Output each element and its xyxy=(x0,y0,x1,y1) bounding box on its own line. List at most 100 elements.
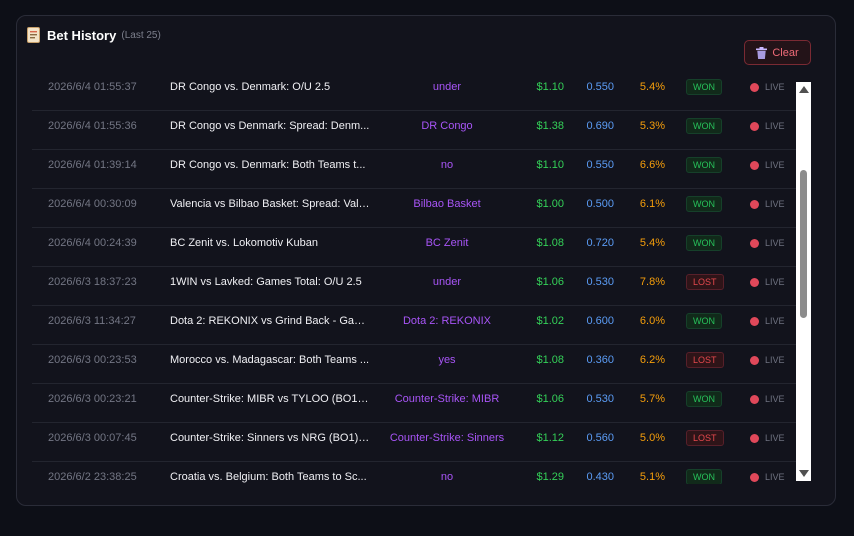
bet-stake: $1.06 xyxy=(536,276,564,288)
panel-title: Bet History xyxy=(47,27,117,43)
result-badge: WON xyxy=(686,196,722,212)
live-indicator: LIVE xyxy=(750,267,785,297)
bet-stake: $1.38 xyxy=(536,120,564,132)
bet-event: BC Zenit vs. Lokomotiv Kuban xyxy=(170,237,318,249)
bet-stake: $1.02 xyxy=(536,315,564,327)
bet-history-panel xyxy=(16,15,836,506)
table-row: 2026/6/3 11:34:27 Dota 2: REKONIX vs Gri… xyxy=(32,306,796,345)
bet-stake: $1.10 xyxy=(536,81,564,93)
bet-event: Croatia vs. Belgium: Both Teams to Sc... xyxy=(170,471,367,483)
result-badge: WON xyxy=(686,118,722,134)
live-label: LIVE xyxy=(765,121,785,131)
live-indicator: LIVE xyxy=(750,384,785,414)
live-indicator: LIVE xyxy=(750,306,785,336)
bet-edge: 5.4% xyxy=(639,81,665,93)
live-indicator: LIVE xyxy=(750,111,785,141)
result-badge: WON xyxy=(686,157,722,173)
table-row: 2026/6/3 00:23:21 Counter-Strike: MIBR v… xyxy=(32,384,796,423)
live-dot-icon xyxy=(750,394,759,404)
bet-price: 0.530 xyxy=(586,393,614,405)
live-label: LIVE xyxy=(765,355,785,365)
live-label: LIVE xyxy=(765,82,785,92)
bet-event: DR Congo vs. Denmark: O/U 2.5 xyxy=(170,81,331,93)
scroll-up-arrow-icon[interactable] xyxy=(799,86,809,93)
live-indicator: LIVE xyxy=(750,228,785,258)
result-badge: LOST xyxy=(686,430,724,446)
bet-pick: Counter-Strike: MIBR xyxy=(394,393,500,405)
bet-price: 0.600 xyxy=(586,315,614,327)
bet-event: Morocco vs. Madagascar: Both Teams ... xyxy=(170,354,370,366)
clear-button-label: Clear xyxy=(772,46,799,59)
bet-pick: no xyxy=(440,471,454,483)
bet-stake: $1.10 xyxy=(536,159,564,171)
trash-icon xyxy=(756,46,768,59)
bet-event: Counter-Strike: MIBR vs TYLOO (BO1) ... xyxy=(170,393,370,405)
bet-price: 0.550 xyxy=(586,159,614,171)
table-row: 2026/6/3 00:23:53 Morocco vs. Madagascar… xyxy=(32,345,796,384)
bet-time: 2026/6/2 23:38:25 xyxy=(48,471,137,483)
live-label: LIVE xyxy=(765,238,785,248)
live-indicator: LIVE xyxy=(750,462,785,484)
bet-edge: 5.1% xyxy=(639,471,665,483)
live-label: LIVE xyxy=(765,160,785,170)
bet-time: 2026/6/4 00:24:39 xyxy=(48,237,137,249)
bet-pick: Counter-Strike: Sinners xyxy=(389,432,505,444)
bet-stake: $1.08 xyxy=(536,237,564,249)
live-dot-icon xyxy=(750,433,759,443)
bet-price: 0.530 xyxy=(586,276,614,288)
bet-list[interactable]: 2026/6/4 01:55:37 DR Congo vs. Denmark: … xyxy=(32,72,796,484)
clear-button[interactable]: Clear xyxy=(744,40,811,65)
bet-edge: 7.8% xyxy=(639,276,665,288)
bet-price: 0.550 xyxy=(586,81,614,93)
bet-time: 2026/6/3 00:23:53 xyxy=(48,354,137,366)
bet-edge: 5.0% xyxy=(639,432,665,444)
bet-event: DR Congo vs. Denmark: Both Teams t... xyxy=(170,159,366,171)
bet-price: 0.500 xyxy=(586,198,614,210)
bet-event: Dota 2: REKONIX vs Grind Back - Gam... xyxy=(170,315,370,327)
table-row: 2026/6/3 00:07:45 Counter-Strike: Sinner… xyxy=(32,423,796,462)
bet-pick: under xyxy=(432,276,462,288)
live-label: LIVE xyxy=(765,433,785,443)
table-row: 2026/6/2 23:38:25 Croatia vs. Belgium: B… xyxy=(32,462,796,484)
scrollbar-thumb[interactable] xyxy=(800,170,807,318)
live-indicator: LIVE xyxy=(750,423,785,453)
live-label: LIVE xyxy=(765,277,785,287)
live-dot-icon xyxy=(750,472,759,482)
bet-edge: 6.0% xyxy=(639,315,665,327)
live-label: LIVE xyxy=(765,394,785,404)
bet-event: 1WIN vs Lavked: Games Total: O/U 2.5 xyxy=(170,276,362,288)
panel-header: Bet History (Last 25) xyxy=(27,24,161,46)
bet-edge: 6.2% xyxy=(639,354,665,366)
bet-pick: Bilbao Basket xyxy=(413,198,481,210)
bet-stake: $1.08 xyxy=(536,354,564,366)
live-dot-icon xyxy=(750,355,759,365)
result-badge: LOST xyxy=(686,274,724,290)
bet-stake: $1.12 xyxy=(536,432,564,444)
bet-price: 0.690 xyxy=(586,120,614,132)
live-indicator: LIVE xyxy=(750,345,785,375)
scroll-down-arrow-icon[interactable] xyxy=(799,470,809,477)
bet-stake: $1.06 xyxy=(536,393,564,405)
live-dot-icon xyxy=(750,160,759,170)
live-dot-icon xyxy=(750,199,759,209)
bet-pick: Dota 2: REKONIX xyxy=(402,315,492,327)
bet-event: DR Congo vs Denmark: Spread: Denm... xyxy=(170,120,370,132)
bet-pick: DR Congo xyxy=(421,120,473,132)
bet-event: Valencia vs Bilbao Basket: Spread: Vale.… xyxy=(170,198,370,210)
result-badge: WON xyxy=(686,469,722,484)
bet-stake: $1.00 xyxy=(536,198,564,210)
bet-pick: no xyxy=(440,159,454,171)
live-label: LIVE xyxy=(765,316,785,326)
bet-pick: BC Zenit xyxy=(425,237,469,249)
bet-time: 2026/6/4 00:30:09 xyxy=(48,198,137,210)
bet-price: 0.360 xyxy=(586,354,614,366)
receipt-icon xyxy=(27,27,40,43)
bet-time: 2026/6/4 01:39:14 xyxy=(48,159,137,171)
bet-time: 2026/6/3 00:23:21 xyxy=(48,393,137,405)
scrollbar[interactable] xyxy=(796,82,811,481)
table-row: 2026/6/3 18:37:23 1WIN vs Lavked: Games … xyxy=(32,267,796,306)
live-dot-icon xyxy=(750,316,759,326)
result-badge: WON xyxy=(686,313,722,329)
bet-time: 2026/6/3 11:34:27 xyxy=(48,315,136,327)
live-dot-icon xyxy=(750,238,759,248)
